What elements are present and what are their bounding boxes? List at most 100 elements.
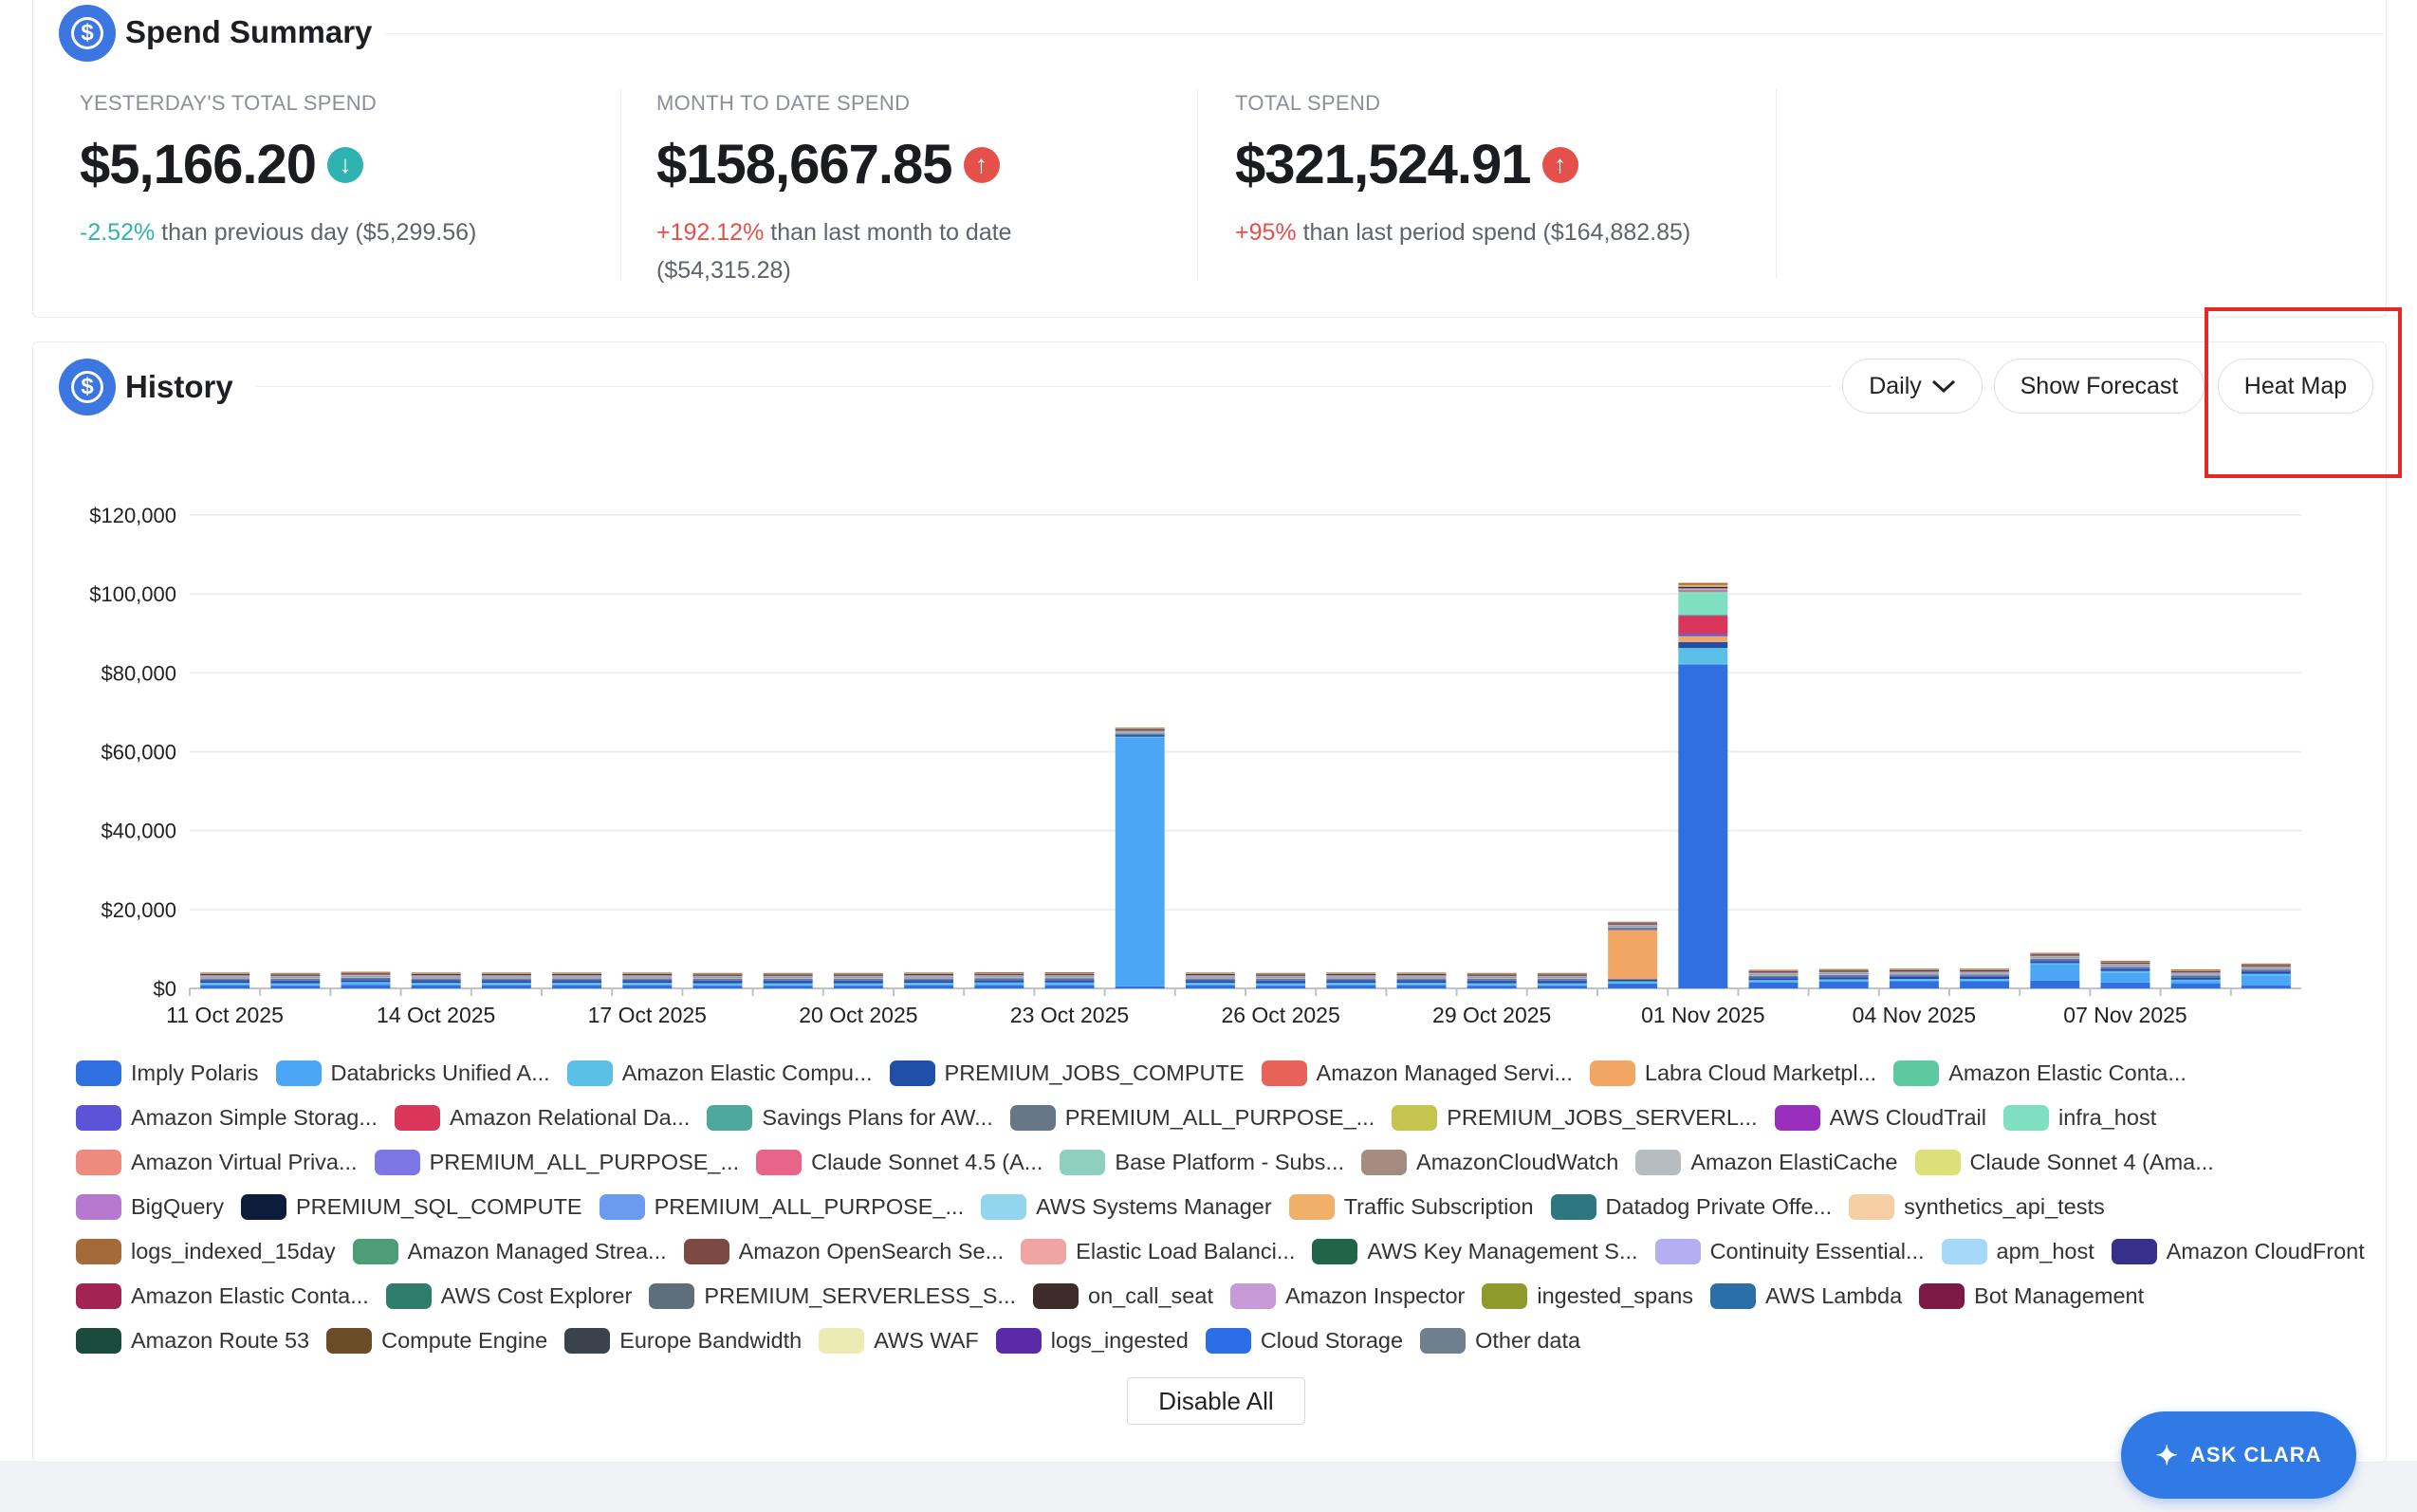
bar-segment xyxy=(1256,972,1306,974)
legend-item[interactable]: AWS WAF xyxy=(819,1328,979,1354)
legend-item[interactable]: AWS Systems Manager xyxy=(981,1194,1272,1220)
bar-segment xyxy=(622,978,673,980)
legend-item[interactable]: PREMIUM_ALL_PURPOSE_... xyxy=(1009,1105,1375,1131)
legend-item[interactable]: Imply Polaris xyxy=(76,1060,259,1086)
legend-item[interactable]: PREMIUM_JOBS_SERVERL... xyxy=(1392,1105,1758,1131)
legend-item[interactable]: Datadog Private Offe... xyxy=(1550,1194,1832,1220)
legend-label: Amazon Managed Servi... xyxy=(1316,1060,1573,1085)
bar-segment xyxy=(1326,972,1376,974)
legend-item[interactable]: AWS Cost Explorer xyxy=(385,1283,632,1309)
bar-segment xyxy=(552,973,602,975)
legend-item[interactable]: Amazon Managed Strea... xyxy=(352,1239,667,1264)
daily-dropdown[interactable]: Daily xyxy=(1842,359,1983,414)
legend-swatch xyxy=(1021,1239,1067,1264)
legend-item[interactable]: Amazon Elastic Compu... xyxy=(566,1060,873,1086)
disable-all-button[interactable]: Disable All xyxy=(1127,1377,1305,1425)
legend-item[interactable]: AWS CloudTrail xyxy=(1774,1105,1986,1131)
bar-segment xyxy=(552,981,602,984)
legend-item[interactable]: logs_indexed_15day xyxy=(76,1239,336,1264)
show-forecast-button[interactable]: Show Forecast xyxy=(1994,359,2205,414)
legend-item[interactable]: Savings Plans for AW... xyxy=(707,1105,993,1131)
bar-segment xyxy=(2030,961,2080,964)
legend-item[interactable]: Claude Sonnet 4.5 (A... xyxy=(756,1150,1042,1175)
legend-item[interactable]: Amazon Elastic Conta... xyxy=(76,1283,369,1309)
bar-segment xyxy=(1748,970,1799,972)
legend-item[interactable]: Amazon Route 53 xyxy=(76,1328,309,1354)
legend-item[interactable]: AWS Key Management S... xyxy=(1312,1239,1638,1264)
legend-item[interactable]: Amazon Inspector xyxy=(1229,1283,1466,1309)
legend-item[interactable]: ingested_spans xyxy=(1482,1283,1693,1309)
legend-swatch xyxy=(756,1150,803,1175)
legend-item[interactable]: AmazonCloudWatch xyxy=(1361,1150,1618,1175)
bar-segment xyxy=(200,973,250,975)
bar-segment xyxy=(833,974,883,976)
legend-item[interactable]: Bot Management xyxy=(1919,1283,2144,1309)
bar-segment xyxy=(1818,972,1869,974)
legend-item[interactable]: Traffic Subscription xyxy=(1288,1194,1534,1220)
legend-item[interactable]: PREMIUM_ALL_PURPOSE_... xyxy=(599,1194,964,1220)
legend-swatch xyxy=(394,1105,440,1131)
bar-segment xyxy=(1960,971,2010,973)
legend-label: Base Platform - Subs... xyxy=(1115,1150,1345,1174)
bar-segment xyxy=(1960,970,2010,972)
legend-item[interactable]: Amazon Simple Storag... xyxy=(76,1105,378,1131)
legend-label: Amazon Inspector xyxy=(1284,1283,1466,1308)
legend-item[interactable]: PREMIUM_SQL_COMPUTE xyxy=(240,1194,582,1220)
legend-item[interactable]: Continuity Essential... xyxy=(1654,1239,1925,1264)
legend-item[interactable]: Base Platform - Subs... xyxy=(1060,1150,1344,1175)
legend-swatch xyxy=(1392,1105,1438,1131)
legend-item[interactable]: Europe Bandwidth xyxy=(564,1328,802,1354)
legend-item[interactable]: Amazon ElastiCache xyxy=(1635,1150,1898,1175)
metric-label: TOTAL SPEND xyxy=(1235,91,1381,115)
bar-segment xyxy=(341,980,391,983)
bar-segment xyxy=(552,976,602,978)
legend-label: Amazon Elastic Conta... xyxy=(1948,1060,2186,1085)
legend-item[interactable]: Cloud Storage xyxy=(1205,1328,1403,1354)
legend-item[interactable]: PREMIUM_JOBS_COMPUTE xyxy=(889,1060,1245,1086)
legend-item[interactable]: Amazon Elastic Conta... xyxy=(1893,1060,2186,1086)
ask-clara-button[interactable]: ✦ ASK CLARA xyxy=(2121,1411,2356,1499)
legend-item[interactable]: Labra Cloud Marketpl... xyxy=(1589,1060,1876,1086)
legend-item[interactable]: synthetics_api_tests xyxy=(1849,1194,2105,1220)
legend-row: Imply Polaris Databricks Unified A... Amaz… xyxy=(76,1051,2371,1096)
bar-segment xyxy=(1467,985,1517,986)
bar-segment xyxy=(974,982,1024,985)
legend-item[interactable]: Amazon Managed Servi... xyxy=(1261,1060,1573,1086)
highlight-annotation xyxy=(2205,307,2402,478)
bar-segment xyxy=(1044,972,1095,974)
bar-segment xyxy=(1396,981,1447,984)
bar-segment xyxy=(1396,984,1447,986)
legend-item[interactable]: Amazon OpenSearch Se... xyxy=(683,1239,1004,1264)
bar-segment xyxy=(1960,968,2010,970)
bar-segment xyxy=(622,974,673,976)
bar-segment xyxy=(481,977,531,979)
legend-item[interactable]: Databricks Unified A... xyxy=(275,1060,550,1086)
legend-item[interactable]: AWS Lambda xyxy=(1710,1283,1902,1309)
bar-segment xyxy=(481,974,531,976)
bar-segment xyxy=(692,976,743,978)
legend-item[interactable]: on_call_seat xyxy=(1033,1283,1213,1309)
legend-item[interactable]: PREMIUM_SERVERLESS_S... xyxy=(649,1283,1016,1309)
heat-map-button[interactable]: Heat Map xyxy=(2218,359,2373,414)
bar-segment xyxy=(1889,981,1939,988)
bar-segment xyxy=(1044,975,1095,977)
legend-item[interactable]: Claude Sonnet 4 (Ama... xyxy=(1914,1150,2214,1175)
legend-item[interactable]: Elastic Load Balanci... xyxy=(1021,1239,1295,1264)
legend-item[interactable]: apm_host xyxy=(1941,1239,2094,1264)
legend-item[interactable]: logs_ingested xyxy=(995,1328,1189,1354)
bar-segment xyxy=(763,979,813,981)
legend-item[interactable]: infra_host xyxy=(2003,1105,2156,1131)
legend-swatch xyxy=(683,1239,729,1264)
legend-item[interactable]: Amazon Relational Da... xyxy=(394,1105,690,1131)
bar-segment xyxy=(1326,977,1376,979)
bar-segment xyxy=(2100,982,2150,988)
legend-item[interactable]: Amazon CloudFront xyxy=(2111,1239,2365,1264)
legend-item[interactable]: Compute Engine xyxy=(326,1328,547,1354)
legend-item[interactable]: BigQuery xyxy=(76,1194,224,1220)
legend-item[interactable]: Amazon Virtual Priva... xyxy=(76,1150,358,1175)
bar-segment xyxy=(763,985,813,986)
legend-item[interactable]: PREMIUM_ALL_PURPOSE_... xyxy=(374,1150,739,1175)
bar-segment xyxy=(1608,981,1658,984)
legend-item[interactable]: Other data xyxy=(1420,1328,1580,1354)
bar-segment xyxy=(552,978,602,980)
